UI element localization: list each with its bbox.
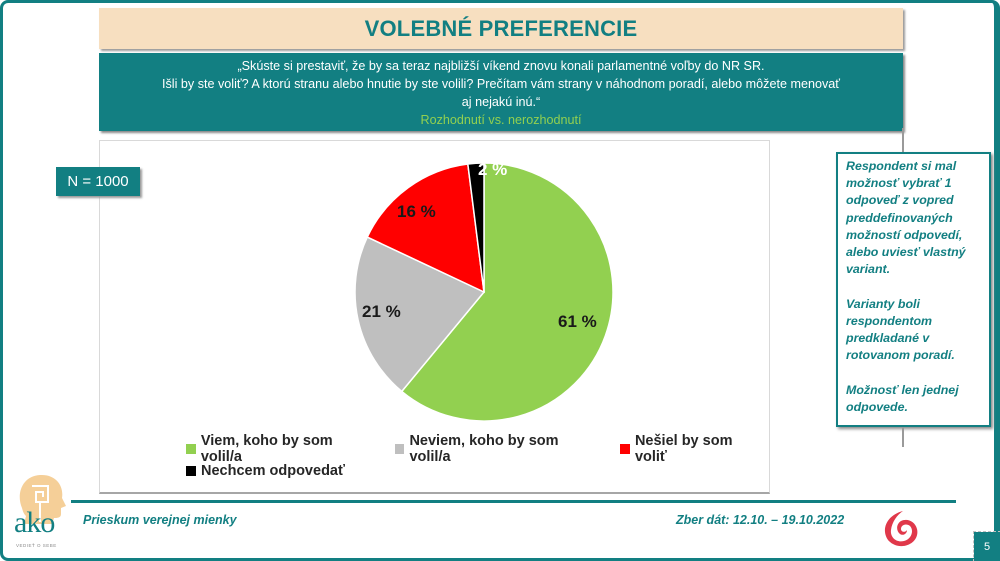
- pie-slice-decided: [400, 162, 614, 422]
- footer-survey-label: Prieskum verejnej mienky: [83, 513, 237, 527]
- legend-item-undecided: Neviem, koho by som volil/a: [394, 433, 601, 465]
- legend-item-decided: Viem, koho by som volil/a: [186, 433, 375, 465]
- question-box: „Skúste si prestaviť, že by sa teraz naj…: [99, 53, 903, 131]
- legend-label: Nechcem odpovedať: [201, 463, 345, 479]
- swirl-logo-icon: [884, 511, 918, 547]
- slice-label-undecided: 21 %: [362, 302, 401, 321]
- chart-legend: Viem, koho by som volil/a Neviem, koho b…: [186, 433, 786, 482]
- page-number: 5: [973, 531, 1000, 561]
- legend-label: Viem, koho by som volil/a: [200, 433, 333, 465]
- pie-slices: [354, 162, 614, 422]
- note-paragraph-3: Možnosť len jednej odpovede.: [846, 382, 959, 414]
- legend-item-not-voting: Nešiel by som voliť: [620, 433, 766, 465]
- footer-divider: [71, 500, 956, 503]
- question-line-1: „Skúste si prestaviť, že by sa teraz naj…: [237, 59, 765, 73]
- legend-swatch-black-icon: [186, 466, 196, 476]
- slice-label-not-voting: 16 %: [397, 202, 436, 221]
- slice-label-decided: 61 %: [558, 312, 597, 331]
- legend-swatch-green-icon: [186, 444, 196, 454]
- slice-label-no-answer: 2 %: [478, 160, 508, 179]
- title-bar: VOLEBNÉ PREFERENCIE: [99, 8, 903, 49]
- legend-item-no-answer: Nechcem odpovedať: [186, 463, 345, 479]
- chart-subtitle: Rozhodnutí vs. nerozhodnutí: [420, 113, 582, 127]
- legend-label: Nešiel by som voliť: [634, 433, 733, 465]
- legend-label: Neviem, koho by som volil/a: [409, 433, 559, 465]
- pie-slice-no-answer: [466, 162, 485, 293]
- note-paragraph-2: Varianty boli respondentom predkladané v…: [846, 296, 955, 363]
- question-line-3: aj nejakú inú.“: [461, 95, 541, 109]
- methodology-note: Respondent si mal možnosť vybrať 1 odpov…: [836, 152, 991, 427]
- ako-head-logo-icon: [19, 474, 66, 524]
- ako-logo-tagline: VEDIEŤ O SEBE: [16, 543, 57, 548]
- pie-slice-undecided: [354, 236, 486, 393]
- connector-line-bottom: [902, 427, 904, 447]
- legend-swatch-red-icon: [620, 444, 630, 454]
- pie-slice-not-voting: [366, 163, 485, 294]
- note-paragraph-1: Respondent si mal možnosť vybrať 1 odpov…: [846, 159, 966, 277]
- question-line-2: Išli by ste voliť? A ktorú stranu alebo …: [162, 77, 840, 91]
- connector-line: [902, 128, 904, 152]
- page-title: VOLEBNÉ PREFERENCIE: [364, 15, 638, 41]
- ako-logo-text: ako: [14, 506, 55, 539]
- footer-collection-dates: Zber dát: 12.10. – 19.10.2022: [676, 513, 845, 527]
- legend-swatch-gray-icon: [394, 444, 405, 454]
- sample-size-badge: N = 1000: [56, 167, 140, 196]
